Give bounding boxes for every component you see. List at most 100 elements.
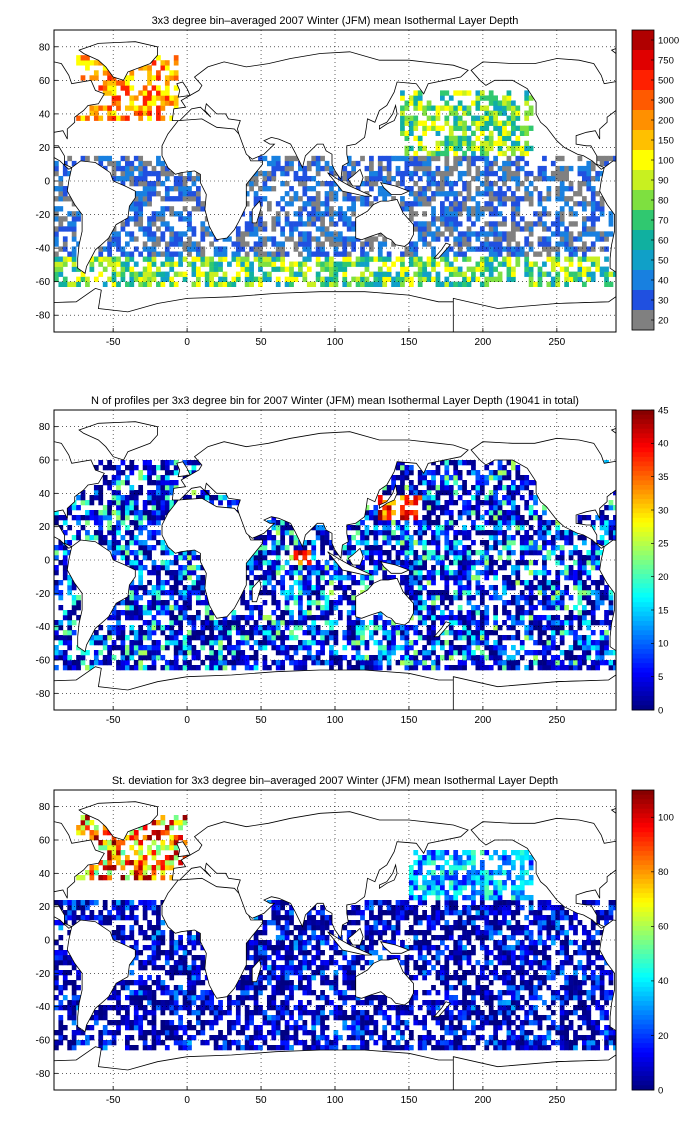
heatmap-cell: [160, 645, 166, 651]
heatmap-cell: [369, 550, 374, 556]
heatmap-cell: [293, 635, 299, 641]
heatmap-cell: [147, 590, 152, 596]
heatmap-cell: [604, 236, 609, 242]
heatmap-cell: [484, 550, 490, 556]
heatmap-cell: [377, 550, 383, 556]
heatmap-cell: [195, 630, 201, 636]
heatmap-cell: [484, 170, 490, 177]
heatmap-cell: [431, 660, 436, 666]
heatmap-cell: [62, 281, 68, 287]
heatmap-cell: [151, 560, 157, 566]
heatmap-cell: [426, 160, 432, 167]
heatmap-cell: [546, 650, 552, 656]
heatmap-cell: [324, 196, 330, 202]
heatmap-cell: [502, 580, 507, 586]
heatmap-cell: [346, 630, 352, 636]
heatmap-cell: [280, 246, 286, 252]
heatmap-cell: [444, 226, 450, 232]
heatmap-cell: [440, 95, 445, 101]
heatmap-cell: [506, 115, 512, 121]
x-tick-label: 100: [327, 337, 344, 348]
heatmap-cell: [200, 575, 206, 581]
heatmap-cell: [448, 575, 454, 581]
heatmap-cell: [400, 550, 405, 556]
heatmap-cell: [435, 181, 441, 187]
heatmap-cell: [133, 261, 139, 267]
heatmap-cell: [169, 261, 175, 267]
heatmap-cell: [417, 186, 423, 192]
heatmap-cell: [133, 635, 139, 641]
heatmap-cell: [107, 261, 112, 267]
heatmap-cell: [373, 620, 379, 626]
heatmap-cell: [85, 665, 90, 671]
heatmap-cell: [240, 635, 246, 641]
heatmap-cell: [124, 281, 130, 287]
coastline: [78, 421, 158, 461]
heatmap-cell: [280, 545, 286, 551]
heatmap-cell: [466, 90, 472, 96]
heatmap-cell: [289, 525, 294, 531]
heatmap-cell: [417, 201, 423, 207]
heatmap-cell: [102, 655, 108, 661]
heatmap-cell: [422, 211, 427, 217]
heatmap-cell: [147, 605, 152, 611]
heatmap-cell: [320, 276, 325, 282]
heatmap-cell: [67, 281, 73, 287]
heatmap-cell: [275, 201, 281, 207]
heatmap-cell: [178, 211, 183, 217]
heatmap-cell: [315, 650, 321, 656]
heatmap-cell: [440, 655, 445, 661]
heatmap-cell: [431, 535, 436, 541]
heatmap-cell: [280, 170, 286, 177]
heatmap-cell: [54, 520, 59, 526]
heatmap-cell: [187, 635, 192, 641]
heatmap-cell: [595, 191, 601, 197]
heatmap-cell: [417, 135, 423, 142]
heatmap-cell: [386, 165, 392, 172]
heatmap-cell: [440, 565, 445, 571]
heatmap-cell: [191, 181, 197, 187]
heatmap-cell: [293, 645, 299, 651]
heatmap-cell: [151, 480, 157, 486]
heatmap-cell: [479, 211, 485, 217]
heatmap-cell: [324, 261, 330, 267]
heatmap-cell: [93, 635, 99, 641]
heatmap-cell: [306, 256, 312, 262]
heatmap-cell: [604, 520, 609, 526]
heatmap-cell: [488, 95, 494, 101]
heatmap-cell: [444, 480, 450, 486]
heatmap-cell: [457, 495, 463, 501]
heatmap-cell: [453, 570, 459, 576]
heatmap-cell: [124, 170, 130, 177]
heatmap-cell: [306, 590, 312, 596]
heatmap-cell: [466, 625, 472, 631]
heatmap-cell: [147, 221, 152, 227]
heatmap-cell: [493, 495, 498, 501]
heatmap-cell: [54, 580, 59, 586]
heatmap-cell: [546, 246, 552, 252]
heatmap-cell: [448, 110, 454, 116]
heatmap-cell: [169, 281, 175, 287]
heatmap-cell: [129, 625, 135, 631]
heatmap-cell: [422, 650, 427, 656]
y-tick-label: 80: [39, 42, 51, 53]
heatmap-cell: [484, 520, 490, 526]
heatmap-cell: [266, 170, 272, 177]
heatmap-cell: [142, 271, 148, 277]
heatmap-cell: [271, 525, 277, 531]
heatmap-cell: [244, 575, 250, 581]
heatmap-cell: [404, 470, 410, 476]
heatmap-cell: [391, 276, 396, 282]
heatmap-cell: [613, 271, 616, 277]
heatmap-cell: [191, 655, 197, 661]
heatmap-cell: [444, 535, 450, 541]
heatmap-cell: [595, 665, 601, 671]
heatmap-cell: [173, 590, 179, 596]
heatmap-cell: [479, 655, 485, 661]
coastline: [378, 103, 398, 130]
heatmap-cell: [293, 625, 299, 631]
heatmap-cell: [408, 580, 414, 586]
heatmap-cell: [200, 580, 206, 586]
heatmap-cell: [426, 470, 432, 476]
heatmap-cell: [195, 170, 201, 177]
